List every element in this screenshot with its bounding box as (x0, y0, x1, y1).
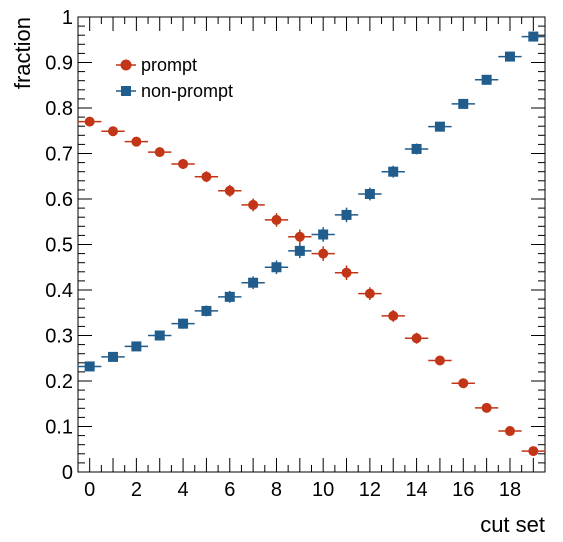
y-tick-label: 0.5 (45, 235, 73, 257)
y-tick-label: 0.3 (45, 326, 73, 348)
data-point (154, 147, 165, 158)
x-tick-label: 12 (359, 479, 381, 501)
y-axis-title: fraction (10, 17, 35, 89)
data-point (504, 51, 515, 62)
data-point (131, 136, 142, 147)
data-point (434, 121, 445, 132)
data-point (271, 214, 282, 225)
data-point (364, 288, 375, 299)
data-point (108, 126, 119, 137)
y-tick-label: 0.2 (45, 371, 73, 393)
data-point (481, 402, 492, 413)
data-point (201, 171, 212, 182)
data-point (481, 74, 492, 85)
series-non-prompt (78, 31, 545, 372)
y-tick-label: 0.7 (45, 144, 73, 166)
data-point (528, 31, 539, 42)
data-point (458, 98, 469, 109)
data-point (388, 166, 399, 177)
y-tick-label: 0.6 (45, 189, 73, 211)
y-tick-label: 0.8 (45, 98, 73, 120)
data-point (411, 143, 422, 154)
legend-entry-prompt: prompt (116, 55, 197, 75)
x-tick-label: 6 (224, 479, 235, 501)
data-point (154, 330, 165, 341)
data-point (458, 378, 469, 389)
data-point (248, 199, 259, 210)
x-tick-label: 18 (499, 479, 521, 501)
data-point (224, 185, 235, 196)
data-point (341, 209, 352, 220)
y-tick-label: 0 (62, 462, 73, 484)
axis-tick-labels: 0 2 4 6 8 10 12 14 16 18 0 0.1 0.2 0.3 0.4 0.5 0.6 0.7 0.8… (45, 7, 521, 501)
data-point (224, 291, 235, 302)
data-point (248, 277, 259, 288)
data-point (341, 267, 352, 278)
x-tick-label: 8 (271, 479, 282, 501)
y-tick-label: 0.4 (45, 280, 73, 302)
data-point (528, 446, 539, 457)
data-point (271, 262, 282, 273)
data-point (364, 188, 375, 199)
y-tick-label: 0.9 (45, 53, 73, 75)
data-point (178, 158, 189, 169)
data-point (388, 310, 399, 321)
x-tick-label: 0 (84, 479, 95, 501)
data-point (318, 229, 329, 240)
x-tick-label: 16 (452, 479, 474, 501)
data-point (178, 318, 189, 329)
legend-entry-non-prompt: non-prompt (116, 81, 233, 101)
data-point (84, 361, 95, 372)
data-point (318, 248, 329, 259)
legend: prompt non-prompt (116, 55, 233, 101)
y-tick-label: 1 (62, 7, 73, 29)
data-point (411, 333, 422, 344)
x-axis-title: cut set (480, 512, 545, 537)
data-point (84, 116, 95, 127)
legend-marker-non-prompt (121, 86, 131, 96)
legend-label-non-prompt: non-prompt (141, 81, 233, 101)
series-prompt (78, 116, 545, 457)
legend-marker-prompt (120, 59, 132, 71)
legend-label-prompt: prompt (141, 55, 197, 75)
x-tick-label: 2 (131, 479, 142, 501)
data-point (201, 305, 212, 316)
data-marks (78, 31, 545, 457)
data-point (294, 245, 305, 256)
data-point (434, 355, 445, 366)
data-point (131, 341, 142, 352)
axis-ticks (77, 16, 546, 473)
data-point (108, 351, 119, 362)
x-tick-label: 14 (405, 479, 427, 501)
y-tick-label: 0.1 (45, 417, 73, 439)
x-tick-label: 4 (178, 479, 189, 501)
data-point (504, 426, 515, 437)
x-tick-label: 10 (312, 479, 334, 501)
data-point (294, 231, 305, 242)
